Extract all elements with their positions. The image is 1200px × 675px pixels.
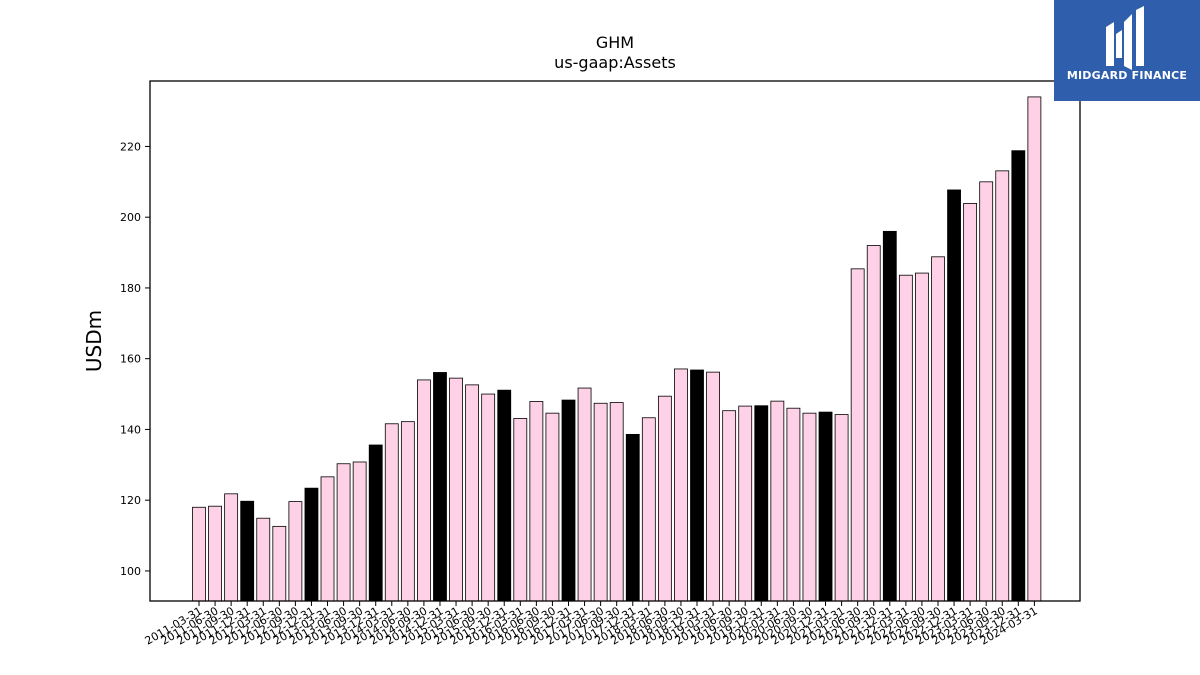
y-tick-label: 180 <box>120 282 141 295</box>
bar <box>690 369 704 602</box>
bar <box>529 401 544 602</box>
bar <box>979 181 994 602</box>
bar <box>866 245 881 602</box>
chart-title: GHM <box>596 33 634 52</box>
bar <box>272 525 287 602</box>
bar <box>320 476 335 602</box>
y-axis-label: USDm <box>82 310 106 372</box>
bar <box>224 493 239 602</box>
bar <box>657 395 672 602</box>
y-tick-label: 200 <box>120 211 141 224</box>
bar <box>738 405 753 602</box>
bar <box>449 377 463 602</box>
bar <box>465 384 480 602</box>
bars-group <box>192 96 1042 602</box>
plot-frame <box>149 80 1081 602</box>
bar <box>208 505 222 602</box>
y-tick-label: 140 <box>120 423 141 436</box>
bar <box>240 500 255 602</box>
logo-mark-icon <box>1106 6 1144 70</box>
bar <box>192 506 206 602</box>
y-ticks-group: 100 120 140 160 180 200 220 <box>120 140 150 578</box>
bar <box>882 230 897 602</box>
bar <box>561 399 576 602</box>
bar <box>915 272 929 602</box>
bar <box>802 412 817 602</box>
bar <box>288 501 303 602</box>
bar <box>786 407 801 602</box>
bar <box>304 487 319 602</box>
bar <box>368 444 383 602</box>
bar <box>593 402 608 602</box>
bar <box>754 405 769 602</box>
bar <box>931 256 945 602</box>
bar <box>433 372 447 602</box>
bar <box>384 423 399 602</box>
bar <box>513 418 528 602</box>
bar <box>818 411 833 602</box>
y-tick-label: 160 <box>120 353 141 366</box>
bar <box>417 379 431 602</box>
bar <box>1027 96 1042 602</box>
chart-subtitle: us-gaap:Assets <box>554 53 676 72</box>
bar <box>481 393 496 602</box>
y-tick-label: 220 <box>120 140 141 153</box>
bar <box>609 402 624 602</box>
bar <box>641 417 656 602</box>
y-tick-label: 100 <box>120 565 141 578</box>
bar <box>352 461 367 602</box>
bar <box>706 371 720 602</box>
bar <box>898 274 913 602</box>
bar <box>850 268 865 602</box>
bar <box>722 410 737 602</box>
bar <box>770 400 785 602</box>
bar <box>400 421 415 602</box>
bar <box>1011 150 1026 602</box>
x-ticks-group: 2011-03-312011-06-302011-09-302011-12-31… <box>143 601 1040 648</box>
y-tick-label: 120 <box>120 494 141 507</box>
bar <box>674 368 688 602</box>
watermark-logo: MIDGARD FINANCE <box>1054 0 1200 101</box>
bar <box>834 414 849 602</box>
bar <box>497 389 512 602</box>
bar <box>963 202 978 602</box>
bar <box>577 387 592 602</box>
bar <box>545 412 560 602</box>
watermark-text: MIDGARD FINANCE <box>1066 69 1188 82</box>
bar <box>256 517 271 602</box>
bar <box>336 463 351 602</box>
bar <box>995 170 1010 602</box>
bar <box>625 433 640 602</box>
bar <box>947 189 961 602</box>
